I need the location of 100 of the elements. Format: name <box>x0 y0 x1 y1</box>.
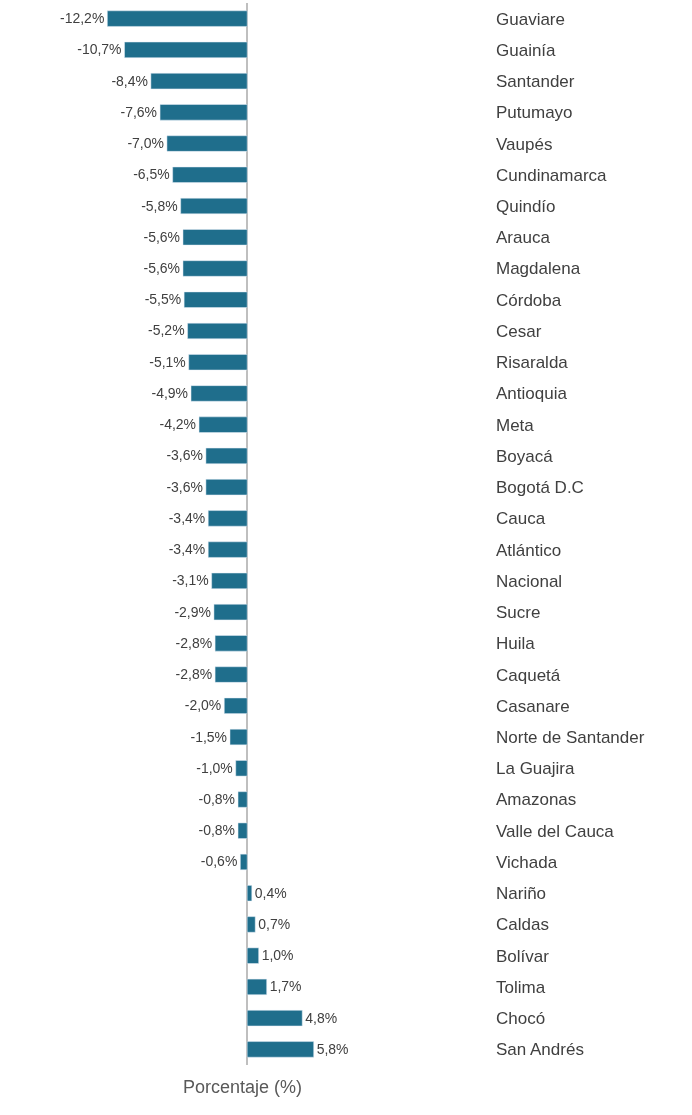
bar <box>180 197 248 215</box>
y-tick-label: Quindío <box>496 196 556 216</box>
y-tick-label: Cauca <box>496 509 546 529</box>
data-label: -12,2% <box>60 10 105 27</box>
y-tick-label: Cesar <box>496 321 542 341</box>
bar <box>188 354 248 371</box>
data-label: -5,6% <box>143 228 180 245</box>
data-label: -2,8% <box>175 666 213 683</box>
data-label: -0,6% <box>200 853 238 870</box>
y-tick-label: San Andrés <box>496 1040 584 1060</box>
bar <box>182 260 248 277</box>
data-label: -4,2% <box>159 416 197 433</box>
bar <box>198 416 248 433</box>
bar <box>187 322 248 340</box>
y-tick-label: Antioquia <box>496 384 568 404</box>
y-tick-label: Cundinamarca <box>496 165 608 185</box>
data-label: -2,9% <box>174 603 211 620</box>
y-tick-label: Caldas <box>496 915 549 935</box>
bar <box>166 135 248 152</box>
x-axis-title: Porcentaje (%) <box>182 1077 303 1098</box>
bar <box>240 853 248 871</box>
y-tick-label: Meta <box>496 415 535 435</box>
bar <box>182 229 248 246</box>
data-label: -5,5% <box>144 291 182 308</box>
y-tick-label: Putumayo <box>496 103 573 123</box>
bar <box>107 10 248 27</box>
bar <box>235 760 248 777</box>
y-tick-label: Chocó <box>496 1009 546 1029</box>
data-label: -5,2% <box>148 322 185 339</box>
data-label: -6,5% <box>133 166 170 183</box>
data-label: 4,8% <box>305 1009 338 1026</box>
y-tick-label: Santander <box>496 72 575 92</box>
bar <box>246 978 267 995</box>
y-tick-label: Norte de Santander <box>496 727 645 747</box>
data-label: -3,4% <box>168 541 206 558</box>
bar <box>172 166 248 183</box>
y-tick-label: Casanare <box>496 696 570 716</box>
data-label: -8,4% <box>111 72 148 89</box>
y-tick-label: Arauca <box>496 228 551 248</box>
bar <box>205 479 248 496</box>
y-tick-label: Vichada <box>496 852 558 872</box>
data-label: 1,7% <box>269 978 302 995</box>
bar <box>246 916 256 933</box>
bar <box>190 385 248 402</box>
data-label: -5,8% <box>141 197 178 214</box>
data-label: -7,6% <box>120 103 158 120</box>
data-label: -3,6% <box>166 447 203 464</box>
y-tick-label: Nariño <box>496 884 547 904</box>
bar <box>205 447 248 464</box>
data-label: -10,7% <box>77 41 122 58</box>
data-label: -1,0% <box>196 759 233 776</box>
data-label: -4,9% <box>151 384 189 401</box>
data-label: -7,0% <box>127 135 164 152</box>
bar <box>229 728 248 746</box>
bar <box>246 1010 303 1027</box>
data-label: 0,7% <box>258 915 291 932</box>
bar <box>150 73 248 90</box>
bar <box>224 697 248 714</box>
bar <box>159 104 248 121</box>
bar <box>237 791 248 808</box>
y-tick-label: Córdoba <box>496 290 562 310</box>
data-label: 5,8% <box>316 1040 349 1057</box>
y-tick-label: Sucre <box>496 603 541 623</box>
y-tick-label: Guainía <box>496 40 557 60</box>
y-tick-label: Caquetá <box>496 665 561 685</box>
y-tick-label: Boyacá <box>496 446 554 466</box>
y-tick-label: Huila <box>496 634 536 654</box>
data-label: -1,5% <box>190 728 227 745</box>
bar <box>207 510 248 527</box>
data-label: -5,1% <box>149 353 186 370</box>
y-tick-label: Amazonas <box>496 790 577 810</box>
bar <box>213 604 248 621</box>
bar <box>214 635 248 652</box>
data-label: -0,8% <box>198 791 236 808</box>
bar <box>246 947 259 964</box>
bar <box>246 885 253 902</box>
data-label: -3,6% <box>166 478 203 495</box>
y-tick-label: Valle del Cauca <box>496 821 615 841</box>
bar <box>246 1041 314 1058</box>
data-label: -3,1% <box>172 572 209 589</box>
y-tick-label: La Guajira <box>496 759 575 779</box>
bar <box>207 541 248 558</box>
bar <box>211 572 248 589</box>
y-tick-label: Vaupés <box>496 134 553 154</box>
y-tick-label: Magdalena <box>496 259 581 279</box>
data-label: 0,4% <box>254 884 287 901</box>
data-label: -2,8% <box>175 634 213 651</box>
y-tick-label: Atlántico <box>496 540 562 560</box>
bar <box>124 41 248 58</box>
data-label: -0,8% <box>198 822 236 839</box>
data-label: 1,0% <box>261 947 294 964</box>
data-label: -3,4% <box>168 509 206 526</box>
y-tick-label: Bolívar <box>496 946 550 966</box>
y-tick-label: Nacional <box>496 571 563 591</box>
data-label: -5,6% <box>143 260 180 277</box>
y-tick-label: Tolima <box>496 977 546 997</box>
y-tick-label: Guaviare <box>496 9 565 29</box>
y-tick-label: Risaralda <box>496 353 569 373</box>
bar <box>214 666 248 683</box>
bar <box>183 291 248 308</box>
